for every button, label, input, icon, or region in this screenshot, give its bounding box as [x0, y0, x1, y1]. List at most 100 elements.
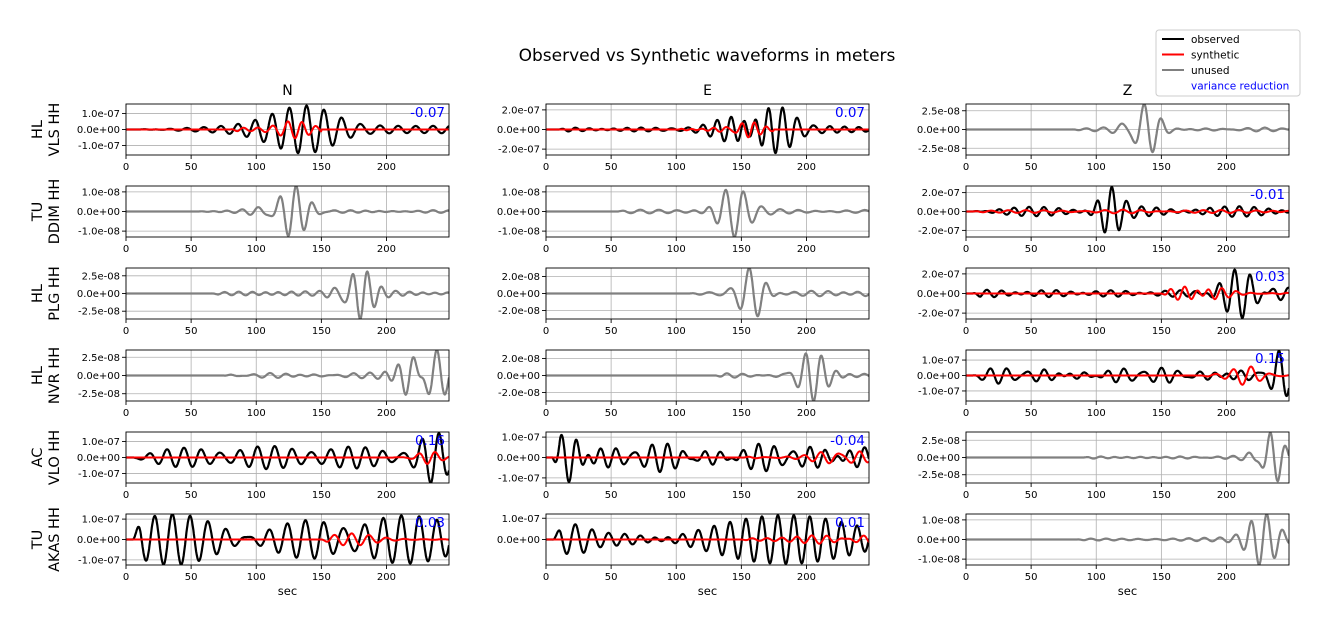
- row-label-group: AC VLO HH: [30, 430, 63, 485]
- panel-akas-n: 0 50 100 150 200 1.0e-07 0.0e+00 -1.0e-07 0.03 se…: [77, 513, 450, 598]
- synthetic-trace: [966, 285, 1289, 301]
- y-tick-label: 0.0e+00: [917, 125, 960, 136]
- unused-trace: [546, 352, 869, 401]
- trace-group: [126, 514, 449, 565]
- panel-vls-n: 0 50 100 150 200 1.0e-07 0.0e+00 -1.0e-07 -0.07: [77, 103, 450, 173]
- unused-trace: [966, 514, 1289, 565]
- legend-label-variance-reduction: variance reduction: [1191, 80, 1289, 92]
- y-tick-label: 0.0e+00: [77, 207, 120, 218]
- x-tick-label: 100: [247, 162, 266, 173]
- y-tick-label: 2.0e-07: [922, 269, 960, 280]
- variance-reduction-label: 0.15: [1255, 351, 1285, 367]
- y-tick-label: 1.0e-07: [82, 515, 120, 526]
- legend-label-observed: observed: [1191, 34, 1240, 46]
- unused-trace: [546, 188, 869, 237]
- x-tick-label: 200: [797, 572, 816, 583]
- x-tick-label: 0: [123, 326, 129, 337]
- x-tick-label: 100: [247, 490, 266, 501]
- y-tick-label: 0.0e+00: [497, 125, 540, 136]
- row-station-label: PLG HH: [47, 266, 63, 320]
- synthetic-trace: [966, 365, 1289, 386]
- x-tick-label: 200: [1217, 162, 1236, 173]
- synthetic-trace: [546, 534, 869, 545]
- x-tick-label: 200: [1217, 244, 1236, 255]
- y-tick-label: 1.0e-08: [922, 515, 960, 526]
- trace-group: [546, 514, 869, 565]
- trace-group: [966, 432, 1289, 483]
- x-tick-label: 200: [797, 162, 816, 173]
- synthetic-trace: [126, 451, 449, 465]
- y-tick-label: 1.0e-08: [82, 187, 120, 198]
- x-tick-label: 150: [732, 244, 751, 255]
- panel-nvr-z: 0 50 100 150 200 1.0e-07 0.0e+00 -1.0e-07 0.15: [917, 349, 1290, 419]
- x-tick-label: 150: [312, 490, 331, 501]
- x-tick-label: 100: [1087, 326, 1106, 337]
- x-tick-label: 200: [797, 244, 816, 255]
- variance-reduction-label: 0.07: [835, 105, 865, 121]
- legend-label-synthetic: synthetic: [1191, 49, 1240, 61]
- panel-nvr-e: 0 50 100 150 200 2.0e-08 0.0e+00 -2.0e-08: [497, 349, 870, 419]
- x-tick-label: 100: [667, 572, 686, 583]
- column-title-n: N: [282, 83, 292, 99]
- x-tick-label: 0: [543, 572, 549, 583]
- variance-reduction-label: -0.07: [410, 105, 445, 121]
- x-axis-label: sec: [698, 584, 717, 598]
- x-tick-label: 0: [123, 162, 129, 173]
- y-tick-label: 0.0e+00: [917, 453, 960, 464]
- unused-trace: [966, 104, 1289, 154]
- x-tick-label: 100: [667, 162, 686, 173]
- synthetic-trace: [546, 121, 869, 139]
- x-tick-label: 100: [1087, 408, 1106, 419]
- x-tick-label: 150: [1152, 162, 1171, 173]
- unused-trace: [966, 432, 1289, 483]
- x-tick-label: 100: [247, 244, 266, 255]
- observed-trace: [966, 350, 1289, 398]
- y-tick-label: -1.0e-08: [498, 227, 540, 238]
- x-tick-label: 150: [732, 162, 751, 173]
- trace-group: [126, 432, 449, 483]
- x-tick-label: 200: [377, 162, 396, 173]
- unused-trace: [546, 268, 869, 318]
- row-network-label: HL: [30, 120, 46, 139]
- y-tick-label: 1.0e-07: [502, 433, 540, 444]
- trace-group: [126, 350, 449, 396]
- y-tick-label: 1.0e-07: [82, 437, 120, 448]
- panel-plg-z: 0 50 100 150 200 2.0e-07 0.0e+00 -2.0e-07 0.03: [917, 267, 1290, 337]
- x-tick-label: 50: [185, 162, 198, 173]
- x-tick-label: 50: [1025, 490, 1038, 501]
- x-tick-label: 0: [963, 244, 969, 255]
- x-tick-label: 150: [732, 490, 751, 501]
- y-tick-label: -1.0e-07: [78, 469, 120, 480]
- y-tick-label: -2.5e-08: [78, 389, 120, 400]
- trace-group: [546, 433, 869, 483]
- x-tick-label: 100: [667, 244, 686, 255]
- y-tick-label: 2.5e-08: [82, 353, 120, 364]
- y-tick-label: 0.0e+00: [497, 453, 540, 464]
- x-tick-label: 150: [732, 326, 751, 337]
- panel-vlo-e: 0 50 100 150 200 1.0e-07 0.0e+00 -1.0e-07 -0.04: [497, 431, 870, 501]
- x-tick-label: 200: [377, 408, 396, 419]
- panel-vls-e: 0 50 100 150 200 2.0e-07 0.0e+00 -2.0e-07 0.07: [497, 103, 870, 173]
- row-label-group: HL VLS HH: [30, 103, 63, 157]
- panel-ddim-n: 0 50 100 150 200 1.0e-08 0.0e+00 -1.0e-08: [77, 185, 450, 255]
- y-tick-label: 0.0e+00: [77, 453, 120, 464]
- row-station-label: NVR HH: [47, 347, 63, 404]
- y-tick-label: 0.0e+00: [497, 289, 540, 300]
- panel-grid: N E ZHL VLS HH0 50 100 150 2001.0e-070.0e+00-1.…: [30, 83, 1290, 598]
- observed-trace: [966, 186, 1289, 234]
- row-station-label: VLO HH: [47, 430, 63, 485]
- x-tick-label: 200: [377, 326, 396, 337]
- y-tick-label: 1.0e-07: [82, 109, 120, 120]
- x-tick-label: 0: [963, 490, 969, 501]
- x-tick-label: 0: [123, 572, 129, 583]
- x-tick-label: 50: [1025, 162, 1038, 173]
- x-tick-label: 150: [1152, 490, 1171, 501]
- y-tick-label: 0.0e+00: [77, 125, 120, 136]
- x-tick-label: 100: [247, 572, 266, 583]
- y-tick-label: 2.5e-08: [922, 106, 960, 117]
- x-tick-label: 100: [247, 326, 266, 337]
- x-tick-label: 150: [732, 408, 751, 419]
- row-label-group: HL PLG HH: [30, 266, 63, 320]
